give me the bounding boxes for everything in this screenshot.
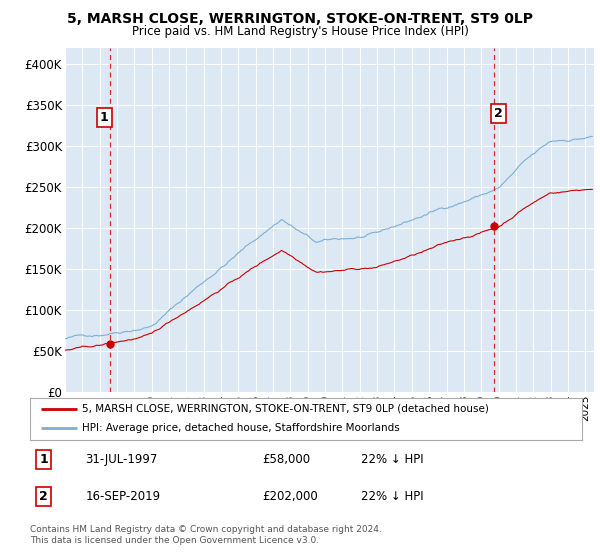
Text: 2: 2 [494, 107, 503, 120]
Text: 5, MARSH CLOSE, WERRINGTON, STOKE-ON-TRENT, ST9 0LP: 5, MARSH CLOSE, WERRINGTON, STOKE-ON-TRE… [67, 12, 533, 26]
Text: 1: 1 [100, 111, 109, 124]
Text: Contains HM Land Registry data © Crown copyright and database right 2024.
This d: Contains HM Land Registry data © Crown c… [30, 525, 382, 545]
Text: £58,000: £58,000 [262, 453, 310, 466]
Text: 2: 2 [40, 489, 48, 503]
Text: 31-JUL-1997: 31-JUL-1997 [85, 453, 158, 466]
Text: 22% ↓ HPI: 22% ↓ HPI [361, 453, 424, 466]
Text: 1: 1 [40, 453, 48, 466]
Text: Price paid vs. HM Land Registry's House Price Index (HPI): Price paid vs. HM Land Registry's House … [131, 25, 469, 38]
Text: £202,000: £202,000 [262, 489, 317, 503]
Text: HPI: Average price, detached house, Staffordshire Moorlands: HPI: Average price, detached house, Staf… [82, 423, 400, 433]
Text: 22% ↓ HPI: 22% ↓ HPI [361, 489, 424, 503]
Text: 5, MARSH CLOSE, WERRINGTON, STOKE-ON-TRENT, ST9 0LP (detached house): 5, MARSH CLOSE, WERRINGTON, STOKE-ON-TRE… [82, 404, 490, 414]
Text: 16-SEP-2019: 16-SEP-2019 [85, 489, 160, 503]
